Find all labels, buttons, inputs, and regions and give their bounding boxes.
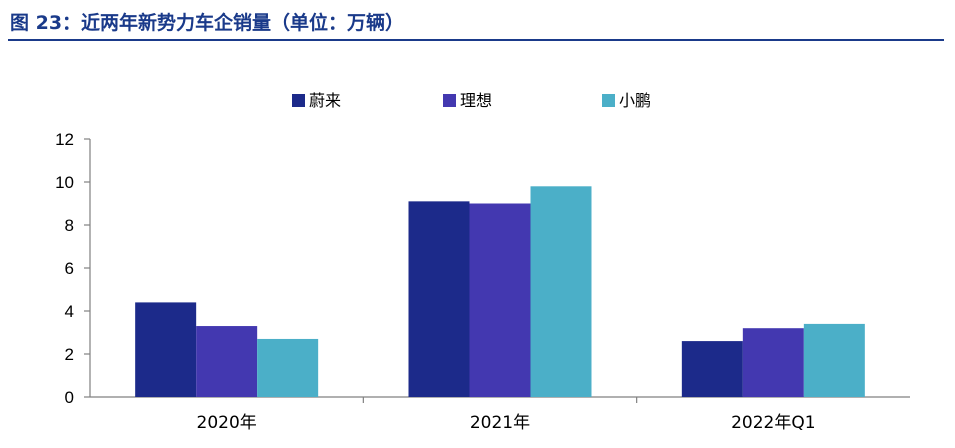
y-tick-label: 10 xyxy=(55,173,74,192)
bar-1-1 xyxy=(135,302,197,397)
legend-label: 理想 xyxy=(460,91,492,110)
y-tick-label: 12 xyxy=(55,130,74,149)
bar-1-3 xyxy=(681,341,743,397)
legend-swatch xyxy=(292,94,305,107)
figure-title: 图 23：近两年新势力车企销量（单位：万辆） xyxy=(10,12,405,34)
legend: 蔚来 理想 小鹏 xyxy=(292,91,651,110)
legend-swatch xyxy=(602,94,615,107)
legend-label: 蔚来 xyxy=(309,91,341,110)
y-tick-label: 2 xyxy=(65,345,74,364)
bar-3-3 xyxy=(803,323,865,397)
y-tick-label: 8 xyxy=(65,216,74,235)
bar-2-3 xyxy=(742,328,804,397)
bars xyxy=(135,186,865,397)
title-divider xyxy=(8,39,944,41)
y-tick-label: 0 xyxy=(65,388,74,407)
y-tick-label: 4 xyxy=(65,302,74,321)
bar-3-2 xyxy=(530,186,592,397)
x-category-label: 2022年Q1 xyxy=(731,413,815,433)
bar-1-2 xyxy=(408,201,470,397)
y-tick-label: 6 xyxy=(65,259,74,278)
legend-label: 小鹏 xyxy=(619,91,651,110)
bar-3-1 xyxy=(257,338,319,397)
bar-2-1 xyxy=(196,326,258,397)
bar-2-2 xyxy=(469,203,531,397)
x-category-label: 2020年 xyxy=(197,413,257,433)
legend-swatch xyxy=(443,94,456,107)
x-category-label: 2021年 xyxy=(470,413,530,433)
